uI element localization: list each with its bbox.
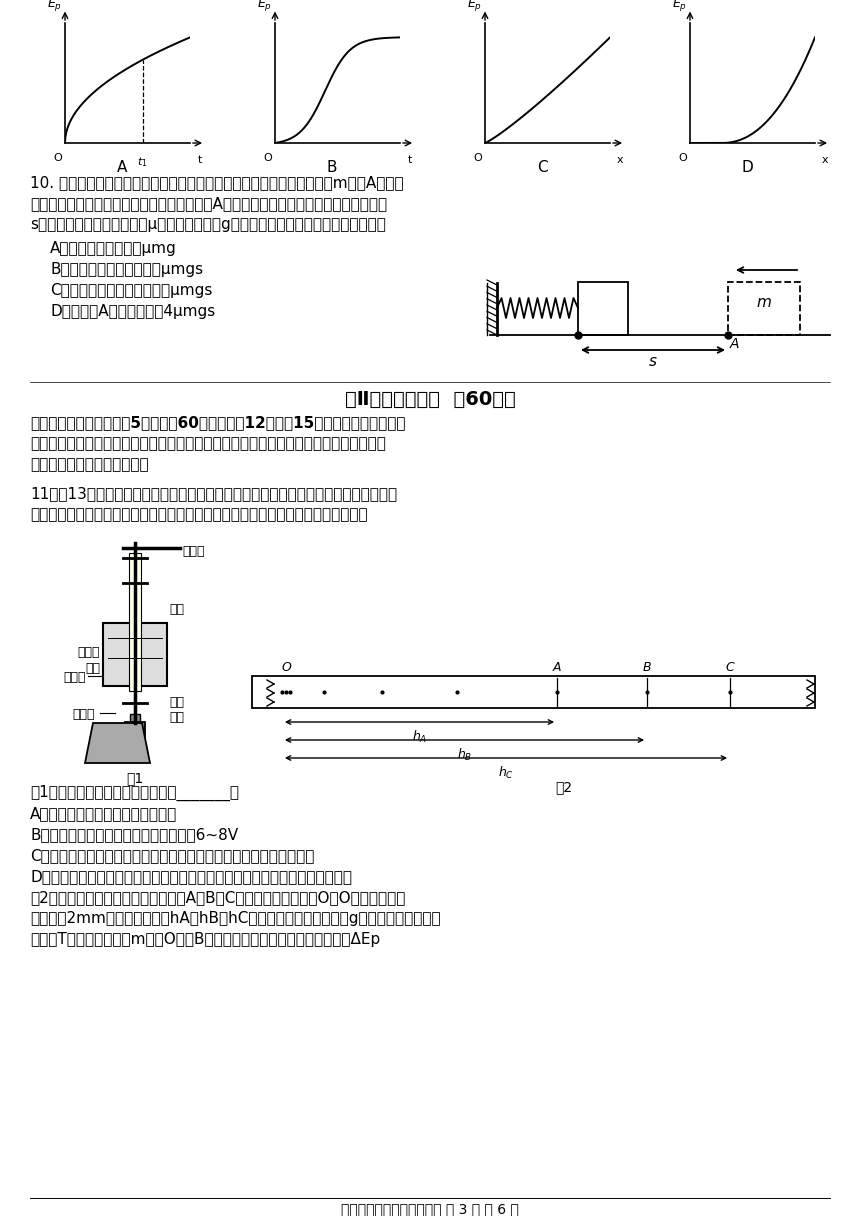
Text: x: x [617, 154, 624, 165]
Text: $E_p$: $E_p$ [673, 0, 687, 13]
Text: A．弹簧的最大弹力为μmg: A．弹簧的最大弹力为μmg [50, 241, 177, 257]
Text: 文字说明、方程式和重要的演算步骤，只写出最后答案的不能得分；有数值计算时，答案: 文字说明、方程式和重要的演算步骤，只写出最后答案的不能得分；有数值计算时，答案 [30, 437, 386, 451]
Text: C: C [726, 662, 734, 674]
Text: A: A [117, 161, 127, 175]
Text: s，与地面间的动摩擦因数为μ，重力加速度为g，弹簧未超出弹性限度。在上述过程中: s，与地面间的动摩擦因数为μ，重力加速度为g，弹簧未超出弹性限度。在上述过程中 [30, 216, 386, 232]
Text: $h_B$: $h_B$ [457, 747, 472, 764]
Text: B．弹簧的最大弹性势能为μmgs: B．弹簧的最大弹性势能为μmgs [50, 261, 203, 277]
Text: O: O [473, 152, 482, 163]
Text: t: t [198, 154, 202, 165]
Text: $t_1$: $t_1$ [138, 154, 148, 169]
Text: 图2: 图2 [555, 779, 572, 794]
Text: A．实验时重锤可以用木质小球替代: A．实验时重锤可以用木质小球替代 [30, 806, 177, 821]
Text: 间距接近2mm）的距离分别为hA、hB、hC。已知当地重力加速度为g，打点计时器的打点: 间距接近2mm）的距离分别为hA、hB、hC。已知当地重力加速度为g，打点计时器… [30, 911, 440, 927]
Text: A: A [553, 662, 562, 674]
Bar [130, 714, 140, 722]
Text: D．物块在A点的初动能为4μmgs: D．物块在A点的初动能为4μmgs [50, 304, 215, 319]
Text: 金属杆: 金属杆 [182, 545, 205, 558]
Text: O: O [679, 152, 687, 163]
Text: 夹子
重锤: 夹子 重锤 [169, 696, 184, 724]
Text: O: O [281, 662, 291, 674]
Text: O: O [53, 152, 62, 163]
Text: 图1: 图1 [126, 771, 144, 786]
Text: （1）下列关于该实验说法正确的是_______。: （1）下列关于该实验说法正确的是_______。 [30, 786, 239, 801]
Bar [578, 282, 628, 334]
Bar [103, 623, 167, 686]
Text: 周期为T。设重物质量为m。从O点到B点的过程中，重物的重力势能变化量ΔEp: 周期为T。设重物质量为m。从O点到B点的过程中，重物的重力势能变化量ΔEp [30, 931, 380, 947]
Text: 高一物理（选修）期中试卷 第 3 页 共 6 页: 高一物理（选修）期中试卷 第 3 页 共 6 页 [341, 1201, 519, 1216]
Text: 中必须明确写出数值和单位。: 中必须明确写出数值和单位。 [30, 457, 149, 472]
Text: C: C [537, 161, 547, 175]
Text: 二、非选择题：本题包括5小题，共60分。其中第12题～第15题解答时请写出必要的: 二、非选择题：本题包括5小题，共60分。其中第12题～第15题解答时请写出必要的 [30, 415, 406, 430]
Text: B．打点计时器工作时的电压应选择直流6~8V: B．打点计时器工作时的电压应选择直流6~8V [30, 827, 238, 841]
Text: s: s [649, 354, 657, 368]
Bar [129, 553, 141, 691]
Text: 沿水平地面运动，压缩弹簧后被弹回，运动到A点恰好静止。物块向左运动的最大距离为: 沿水平地面运动，压缩弹簧后被弹回，运动到A点恰好静止。物块向左运动的最大距离为 [30, 196, 387, 212]
Text: 打点计
时器: 打点计 时器 [77, 647, 100, 675]
Text: O: O [263, 152, 272, 163]
Text: 11．（13分）某物理兴趣小组利用如图１所示装置验证机械能守恒定律，该小组同学让: 11．（13分）某物理兴趣小组利用如图１所示装置验证机械能守恒定律，该小组同学让 [30, 486, 397, 501]
Text: $E_p$: $E_p$ [257, 0, 273, 13]
Text: （2）在纸带上选取三个连续打出的点A、B、C，测得它们到起始点O（O点与下一点的: （2）在纸带上选取三个连续打出的点A、B、C，测得它们到起始点O（O点与下一点的 [30, 890, 405, 905]
Text: D: D [741, 161, 752, 175]
Text: $h_C$: $h_C$ [498, 765, 514, 781]
Bar [728, 282, 800, 334]
Bar [125, 722, 145, 742]
Text: m: m [757, 295, 771, 310]
Text: $E_p$: $E_p$ [468, 0, 482, 13]
Text: 10. 如图所示，轻质弹簧的左端固定，并处于自然状态。小物块的质量为m，从A点向左: 10. 如图所示，轻质弹簧的左端固定，并处于自然状态。小物块的质量为m，从A点向… [30, 175, 403, 190]
Polygon shape [85, 724, 150, 762]
Text: B: B [327, 161, 337, 175]
Text: 纸带: 纸带 [169, 603, 184, 617]
Text: 第Ⅱ卷（非选择题  共60分）: 第Ⅱ卷（非选择题 共60分） [345, 390, 515, 409]
Text: C．安装实验器材时，必须使打点计时器的两个限位孔在同一竖直线上: C．安装实验器材时，必须使打点计时器的两个限位孔在同一竖直线上 [30, 848, 315, 863]
Text: x: x [821, 154, 828, 165]
Text: t: t [408, 154, 412, 165]
Text: C．物块克服摩擦力做的功为μmgs: C．物块克服摩擦力做的功为μmgs [50, 283, 212, 298]
Text: 铁架台: 铁架台 [72, 708, 95, 721]
Bar [252, 676, 815, 708]
Text: 接电源: 接电源 [64, 671, 86, 683]
Text: D．实验时应先手掌托住重锤使其紧靠打点计时器，待接通电源后，再释放重锤: D．实验时应先手掌托住重锤使其紧靠打点计时器，待接通电源后，再释放重锤 [30, 869, 352, 884]
Text: B: B [642, 662, 651, 674]
Text: $E_p$: $E_p$ [47, 0, 63, 13]
Text: 重物带动纸带从静止开始自由下落，按正确操作得到了一条完整的纸带如图２所示。: 重物带动纸带从静止开始自由下落，按正确操作得到了一条完整的纸带如图２所示。 [30, 507, 367, 522]
Text: $h_A$: $h_A$ [412, 730, 427, 745]
Text: A: A [730, 337, 740, 351]
